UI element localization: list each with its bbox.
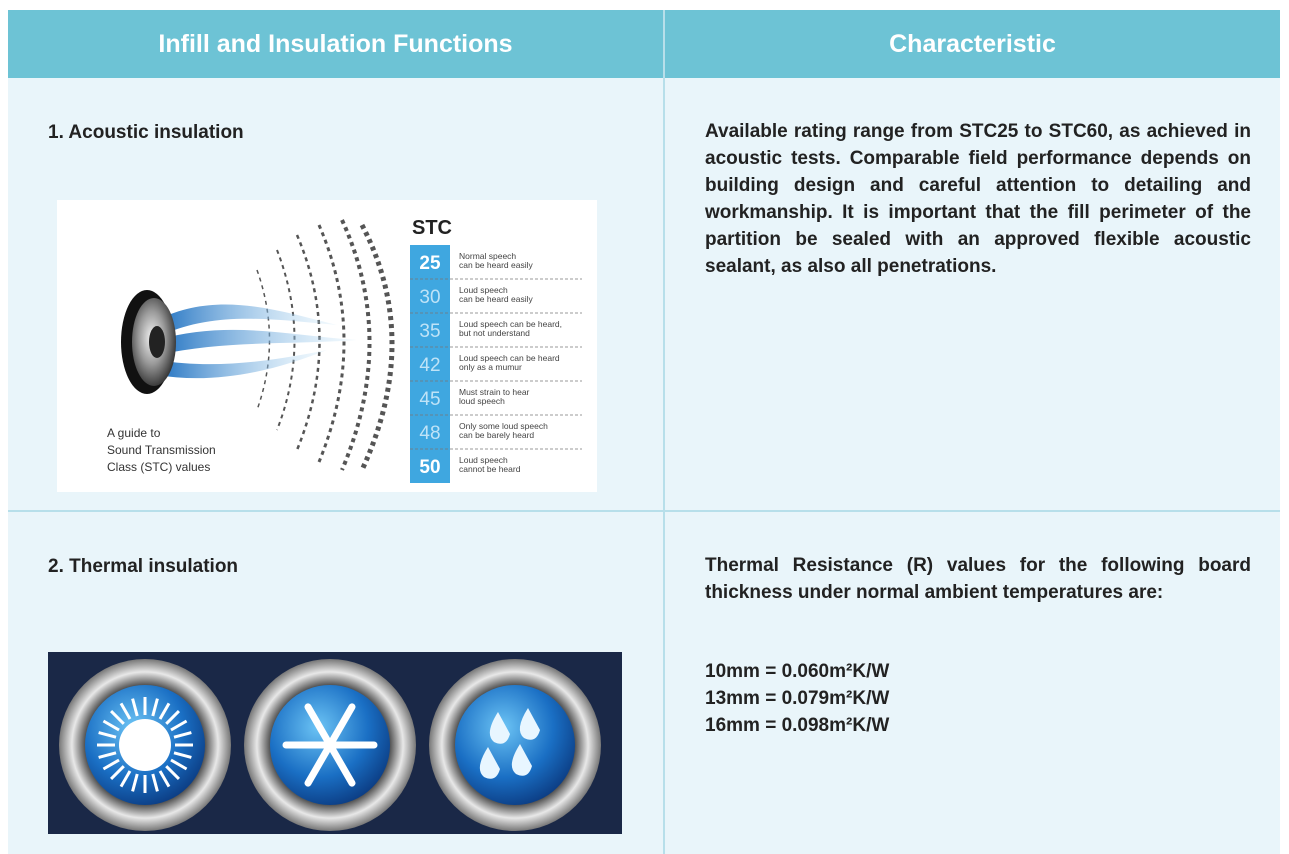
list-item: 13mm = 0.079m²K/W <box>705 685 889 712</box>
stc-value: 30 <box>419 287 440 308</box>
value-list: 10mm = 0.060m²K/W 13mm = 0.079m²K/W 16mm… <box>705 658 889 739</box>
figure-caption: Sound Transmission <box>107 443 216 457</box>
stc-value: 48 <box>419 423 440 444</box>
stc-description: cannot be heard <box>459 464 521 474</box>
row-title: 1. Acoustic insulation <box>48 122 244 144</box>
stc-value: 45 <box>419 389 440 410</box>
row-text: Thermal Resistance (R) values for the fo… <box>705 552 1251 606</box>
stc-value: 25 <box>419 253 441 274</box>
stc-description: can be heard easily <box>459 294 533 304</box>
stc-value: 50 <box>419 457 440 478</box>
header-cell: Infill and Insulation Functions <box>8 10 663 78</box>
list-item: 16mm = 0.098m²K/W <box>705 712 889 739</box>
page: Infill and Insulation Functions Characte… <box>0 0 1289 854</box>
snowflake-icon <box>244 659 416 831</box>
stc-description: can be barely heard <box>459 430 534 440</box>
row-title: 2. Thermal insulation <box>48 556 238 578</box>
figure-caption: A guide to <box>107 426 161 440</box>
speaker-center <box>149 326 165 358</box>
thermal-figure <box>48 652 622 834</box>
stc-heading: STC <box>412 217 452 239</box>
stc-description: but not understand <box>459 328 530 338</box>
stc-description: loud speech <box>459 396 505 406</box>
list-item: 10mm = 0.060m²K/W <box>705 658 889 685</box>
column-divider <box>663 10 665 854</box>
sun-icon <box>59 659 231 831</box>
row-text: Available rating range from STC25 to STC… <box>705 118 1251 280</box>
figure-caption: Class (STC) values <box>107 460 210 474</box>
rain-icon <box>429 659 601 831</box>
stc-description: can be heard easily <box>459 260 533 270</box>
header-cell: Characteristic <box>665 10 1280 78</box>
stc-description: only as a mumur <box>459 362 522 372</box>
row-divider <box>8 510 1280 512</box>
stc-value: 35 <box>419 321 440 342</box>
stc-value: 42 <box>419 355 440 376</box>
